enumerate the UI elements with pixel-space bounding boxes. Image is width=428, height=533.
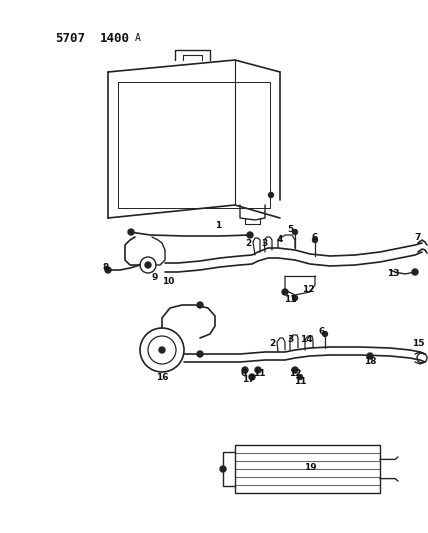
Text: 19: 19 — [304, 464, 316, 472]
Text: 5: 5 — [287, 225, 293, 235]
Text: 8: 8 — [103, 262, 109, 271]
Circle shape — [292, 295, 297, 301]
Text: 10: 10 — [162, 278, 174, 287]
Circle shape — [220, 466, 226, 472]
Text: A: A — [135, 33, 141, 43]
Circle shape — [145, 262, 151, 268]
Circle shape — [367, 353, 373, 359]
Text: 18: 18 — [364, 357, 376, 366]
Circle shape — [292, 367, 298, 373]
Text: 1: 1 — [215, 222, 221, 230]
Circle shape — [312, 238, 318, 243]
Text: 12: 12 — [302, 286, 314, 295]
Circle shape — [412, 269, 418, 275]
Circle shape — [268, 192, 273, 198]
Text: 4: 4 — [277, 236, 283, 245]
Text: 3: 3 — [288, 335, 294, 344]
Text: 11: 11 — [294, 376, 306, 385]
Text: 2: 2 — [245, 239, 251, 248]
Text: 11: 11 — [284, 295, 296, 304]
Text: 6: 6 — [241, 369, 247, 378]
Text: 5707: 5707 — [55, 31, 85, 44]
Circle shape — [159, 347, 165, 353]
Text: 12: 12 — [289, 369, 301, 378]
Text: 13: 13 — [387, 270, 399, 279]
Circle shape — [242, 367, 248, 373]
Text: 9: 9 — [152, 273, 158, 282]
Text: 2: 2 — [269, 340, 275, 349]
Text: 3: 3 — [262, 239, 268, 248]
Text: 14: 14 — [300, 335, 312, 344]
Text: 16: 16 — [156, 374, 168, 383]
Circle shape — [247, 232, 253, 238]
Text: 6: 6 — [312, 232, 318, 241]
Circle shape — [323, 332, 327, 336]
Circle shape — [128, 229, 134, 235]
Text: 1400: 1400 — [100, 31, 130, 44]
Circle shape — [282, 289, 288, 295]
Text: 15: 15 — [412, 340, 424, 349]
Text: 11: 11 — [253, 369, 265, 378]
Bar — [235, 445, 380, 493]
Circle shape — [105, 267, 111, 273]
Text: 6: 6 — [319, 327, 325, 335]
Text: 17: 17 — [242, 376, 254, 384]
Text: 7: 7 — [415, 232, 421, 241]
Circle shape — [197, 351, 203, 357]
Circle shape — [197, 302, 203, 308]
Circle shape — [255, 367, 261, 373]
Circle shape — [292, 230, 297, 235]
Circle shape — [249, 374, 255, 380]
Circle shape — [297, 375, 303, 379]
